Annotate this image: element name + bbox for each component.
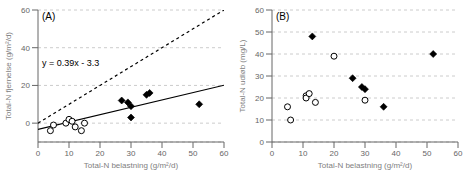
svg-text:Total-N udløb (mg/L): Total-N udløb (mg/L): [238, 39, 247, 112]
svg-text:10: 10: [299, 149, 308, 158]
svg-text:0: 0: [260, 138, 265, 147]
svg-text:50: 50: [189, 149, 198, 158]
svg-text:20: 20: [255, 94, 264, 103]
svg-text:10: 10: [65, 149, 74, 158]
svg-text:40: 40: [21, 44, 30, 53]
svg-text:Total-N belastning (g/m²/d): Total-N belastning (g/m²/d): [318, 161, 413, 170]
svg-text:40: 40: [255, 50, 264, 59]
svg-text:60: 60: [220, 149, 229, 158]
html-text:(B): (B): [276, 11, 290, 22]
svg-text:0: 0: [270, 149, 275, 158]
svg-text:10: 10: [255, 116, 264, 125]
svg-text:0: 0: [36, 149, 41, 158]
svg-text:Total-N fjernelse (g/m²/d): Total-N fjernelse (g/m²/d): [8, 32, 13, 120]
svg-text:30: 30: [361, 149, 370, 158]
svg-text:60: 60: [21, 6, 30, 15]
svg-text:60: 60: [454, 149, 460, 158]
html-text:(A): (A): [42, 11, 56, 22]
html-text:y = 0.39x - 3.3: y = 0.39x - 3.3: [42, 57, 100, 68]
svg-text:60: 60: [255, 6, 264, 15]
svg-text:50: 50: [423, 149, 432, 158]
svg-text:20: 20: [96, 149, 105, 158]
svg-text:40: 40: [392, 149, 401, 158]
svg-text:20: 20: [21, 81, 30, 90]
svg-text:20: 20: [330, 149, 339, 158]
svg-text:50: 50: [255, 28, 264, 37]
svg-text:Total-N belastning (g/m²/d): Total-N belastning (g/m²/d): [84, 161, 179, 170]
svg-text:40: 40: [158, 149, 167, 158]
svg-text:30: 30: [255, 72, 264, 81]
svg-text:30: 30: [127, 149, 136, 158]
svg-text:0: 0: [26, 119, 31, 128]
